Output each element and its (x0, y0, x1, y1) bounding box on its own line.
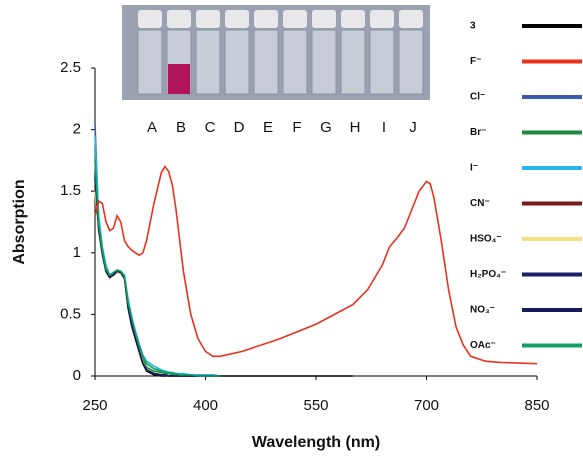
x-tick-label: 250 (82, 397, 107, 414)
x-axis-title: Wavelength (nm) (252, 434, 380, 451)
vial-body (369, 29, 395, 95)
y-tick-label: 1 (73, 244, 81, 261)
series-line (94, 165, 538, 365)
series-line (94, 191, 221, 377)
inset-label: E (263, 119, 273, 136)
series-line (94, 160, 221, 377)
x-tick-label: 400 (193, 397, 218, 414)
vial-body (311, 29, 337, 95)
y-tick-label: 1.5 (60, 182, 81, 199)
legend-label: NO₃⁻ (470, 305, 495, 316)
legend-label: H₂PO₄⁻ (470, 269, 506, 280)
legend-label: OAc⁻ (470, 340, 496, 351)
inset-label: G (320, 119, 332, 136)
vial-body (253, 29, 279, 95)
series-line (94, 176, 221, 377)
y-tick-label: 2.5 (60, 59, 81, 76)
inset-label: B (176, 119, 186, 136)
vial-cap (138, 10, 162, 28)
inset-label: F (292, 119, 301, 136)
inset-label: D (234, 119, 245, 136)
series-line (94, 135, 221, 377)
vial-body (195, 29, 221, 95)
legend-label: CN⁻ (470, 198, 490, 209)
series-line (94, 178, 353, 377)
legend-label: HSO₄⁻ (470, 234, 502, 245)
legend-label: I⁻ (470, 163, 478, 174)
x-tick-label: 550 (303, 397, 328, 414)
x-tick-label: 850 (524, 397, 549, 414)
vial-cap (196, 10, 220, 28)
vials (137, 10, 424, 95)
vial-cap (283, 10, 307, 28)
inset-label: H (350, 119, 361, 136)
series-line (94, 123, 221, 377)
y-axis-title: Absorption (11, 179, 28, 264)
vial-body (137, 29, 163, 95)
legend-label: Cl⁻ (470, 92, 485, 103)
vial-cap (399, 10, 423, 28)
legend-label: 3 (470, 21, 476, 32)
vial-cap (370, 10, 394, 28)
vial-cap (341, 10, 365, 28)
y-tick-label: 2 (73, 121, 81, 138)
vial-body (398, 29, 424, 95)
vial-body (282, 29, 308, 95)
series-line (94, 148, 221, 377)
legend-label: F⁻ (470, 56, 481, 67)
series-line (94, 184, 221, 377)
inset-label: A (147, 119, 157, 136)
x-tick-label: 700 (414, 397, 439, 414)
inset-label: I (382, 119, 386, 136)
vial-cap (167, 10, 191, 28)
legend-label: Br⁻ (470, 127, 486, 138)
inset-label: J (409, 119, 417, 136)
vial-cap (254, 10, 278, 28)
vial-cap (225, 10, 249, 28)
y-tick-label: 0 (73, 367, 81, 384)
y-tick-label: 0.5 (60, 305, 81, 322)
vial-body (340, 29, 366, 95)
inset-label: C (205, 119, 216, 136)
vial-liquid (168, 64, 190, 94)
vial-cap (312, 10, 336, 28)
vial-body (224, 29, 250, 95)
